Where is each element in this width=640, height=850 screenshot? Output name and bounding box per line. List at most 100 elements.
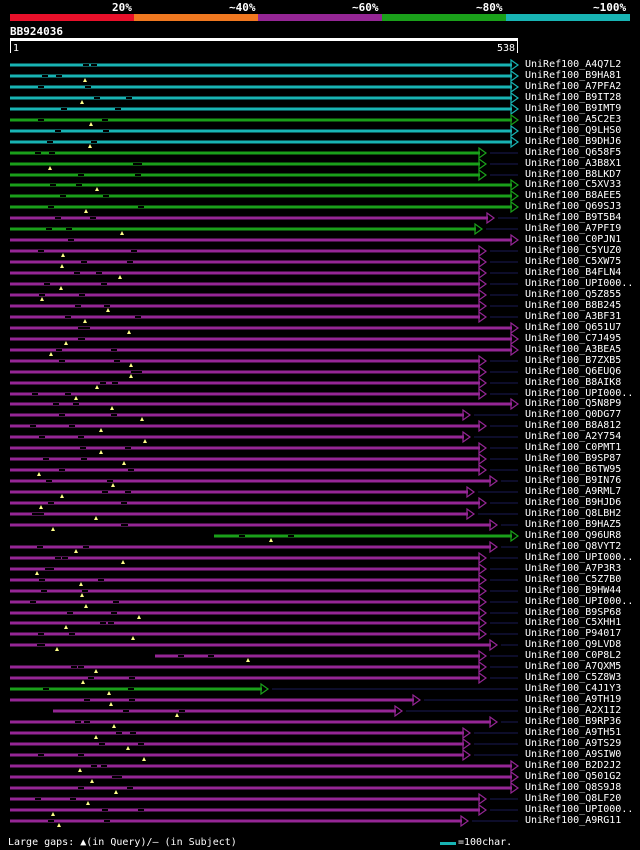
hit-name[interactable]: UniRef100_A9SIW0 <box>525 749 622 760</box>
hit-name[interactable]: UniRef100_Q9LHS0 <box>525 125 622 136</box>
hit-name[interactable]: UniRef100_C5YUZ0 <box>525 245 622 256</box>
hit-name[interactable]: UniRef100_A3B8X1 <box>525 158 622 169</box>
hit-name[interactable]: UniRef100_B9IN76 <box>525 475 622 486</box>
hit-name[interactable]: UniRef100_UPI000.. <box>525 596 634 607</box>
hit-name[interactable]: UniRef100_A3BEA5 <box>525 344 622 355</box>
hit-name[interactable]: UniRef100_A7QXM5 <box>525 661 622 672</box>
hit-name[interactable]: UniRef100_A5C2E3 <box>525 114 622 125</box>
hit-name[interactable]: UniRef100_C7J495 <box>525 333 622 344</box>
hit-name[interactable]: UniRef100_B6TW95 <box>525 464 622 475</box>
query-gap-icon <box>129 374 133 378</box>
subject-gap <box>39 579 45 581</box>
hit-name[interactable]: UniRef100_A2X1I2 <box>525 705 622 716</box>
hit-name[interactable]: UniRef100_Q6EUQ6 <box>525 366 622 377</box>
hit-name[interactable]: UniRef100_A9TH51 <box>525 727 622 738</box>
hit-name[interactable]: UniRef100_B9DHJ6 <box>525 136 622 147</box>
subject-gap <box>138 743 144 745</box>
hit-name[interactable]: UniRef100_Q69SJ3 <box>525 201 622 212</box>
query-gap-icon <box>88 144 92 148</box>
hit-name[interactable]: UniRef100_B2D2J2 <box>525 760 622 771</box>
hit-arrow-icon <box>510 397 520 411</box>
hit-name[interactable]: UniRef100_B9HW44 <box>525 585 622 596</box>
hit-arrow-icon <box>478 419 488 433</box>
hit-name[interactable]: UniRef100_B8B245 <box>525 300 622 311</box>
hit-name[interactable]: UniRef100_B9HAZ5 <box>525 519 622 530</box>
hit-name[interactable]: UniRef100_C0PJN1 <box>525 234 622 245</box>
hit-name[interactable]: UniRef100_B4FLN4 <box>525 267 622 278</box>
hit-name[interactable]: UniRef100_UPI000.. <box>525 552 634 563</box>
hit-name[interactable]: UniRef100_B9IMT9 <box>525 103 622 114</box>
query-gap-icon <box>110 406 114 410</box>
subject-gap <box>84 699 90 701</box>
subject-gap <box>179 710 185 712</box>
hit-name[interactable]: UniRef100_UPI000.. <box>525 278 634 289</box>
hit-name[interactable]: UniRef100_C5XHH1 <box>525 617 622 628</box>
hit-name[interactable]: UniRef100_B8A812 <box>525 420 622 431</box>
hit-name[interactable]: UniRef100_B9IT28 <box>525 92 622 103</box>
hit-name[interactable]: UniRef100_Q9LVD8 <box>525 639 622 650</box>
hit-arrow-icon <box>489 715 499 729</box>
hit-arrow-icon <box>478 310 488 324</box>
hit-name[interactable]: UniRef100_A2Y754 <box>525 431 622 442</box>
query-gap-icon <box>59 286 63 290</box>
hit-name[interactable]: UniRef100_UPI000.. <box>525 804 634 815</box>
hit-arrow-icon <box>510 321 520 335</box>
hit-name[interactable]: UniRef100_A9TS29 <box>525 738 622 749</box>
hit-name[interactable]: UniRef100_A7PFA2 <box>525 81 622 92</box>
hit-name[interactable]: UniRef100_Q658F5 <box>525 147 622 158</box>
hit-name[interactable]: UniRef100_B9SP87 <box>525 453 622 464</box>
hit-name[interactable]: UniRef100_Q0DG77 <box>525 409 622 420</box>
hit-name[interactable]: UniRef100_C5Z8W3 <box>525 672 622 683</box>
subject-gap <box>100 622 106 624</box>
hit-arrow-icon <box>510 58 520 72</box>
hit-name[interactable]: UniRef100_Q651U7 <box>525 322 622 333</box>
hit-name[interactable]: UniRef100_B9SP68 <box>525 607 622 618</box>
subject-gap <box>100 382 106 384</box>
hit-name[interactable]: UniRef100_Q8LF20 <box>525 793 622 804</box>
hit-name[interactable]: UniRef100_C4J1Y3 <box>525 683 622 694</box>
subject-gap <box>102 491 108 493</box>
hit-name[interactable]: UniRef100_B9HJD6 <box>525 497 622 508</box>
hit-name[interactable]: UniRef100_Q5Z855 <box>525 289 622 300</box>
hit-arrow-icon <box>489 540 499 554</box>
query-gap-icon <box>106 308 110 312</box>
query-gap-icon <box>55 647 59 651</box>
query-gap-icon <box>60 264 64 268</box>
hit-name[interactable]: UniRef100_C5Z7B0 <box>525 574 622 585</box>
subject-gap <box>78 787 84 789</box>
subject-gap <box>78 338 84 340</box>
hit-name[interactable]: UniRef100_B7ZXB5 <box>525 355 622 366</box>
hit-name[interactable]: UniRef100_B8LKD7 <box>525 169 622 180</box>
hit-name[interactable]: UniRef100_A9TH19 <box>525 694 622 705</box>
hit-name[interactable]: UniRef100_B9T5B4 <box>525 212 622 223</box>
query-bar <box>10 38 518 41</box>
hit-name[interactable]: UniRef100_A3BF31 <box>525 311 622 322</box>
hit-name[interactable]: UniRef100_B9HA81 <box>525 70 622 81</box>
hit-name[interactable]: UniRef100_B8AIK8 <box>525 377 622 388</box>
hit-name[interactable]: UniRef100_Q96UR8 <box>525 530 622 541</box>
query-gap-icon <box>120 231 124 235</box>
hit-name[interactable]: UniRef100_Q5N8P9 <box>525 398 622 409</box>
subject-gap <box>73 403 79 405</box>
query-start-tick <box>10 41 11 53</box>
hit-name[interactable]: UniRef100_Q8S9J8 <box>525 782 622 793</box>
hit-name[interactable]: UniRef100_UPI000.. <box>525 388 634 399</box>
hit-name[interactable]: UniRef100_A4Q7L2 <box>525 59 622 70</box>
hit-name[interactable]: UniRef100_A7PFI9 <box>525 223 622 234</box>
subject-gap <box>99 743 105 745</box>
hit-name[interactable]: UniRef100_B9RP36 <box>525 716 622 727</box>
hit-name[interactable]: UniRef100_C0PMT1 <box>525 442 622 453</box>
hit-name[interactable]: UniRef100_A9RG11 <box>525 815 622 826</box>
hit-name[interactable]: UniRef100_Q8LBH2 <box>525 508 622 519</box>
hit-name[interactable]: UniRef100_Q8VYT2 <box>525 541 622 552</box>
hit-name[interactable]: UniRef100_Q501G2 <box>525 771 622 782</box>
hit-name[interactable]: UniRef100_C0P8L2 <box>525 650 622 661</box>
hit-name[interactable]: UniRef100_C5XV33 <box>525 179 622 190</box>
hit-name[interactable]: UniRef100_A7P3R3 <box>525 563 622 574</box>
subject-gap <box>32 513 38 515</box>
hit-name[interactable]: UniRef100_B8AEE5 <box>525 190 622 201</box>
hit-name[interactable]: UniRef100_P94017 <box>525 628 622 639</box>
hit-name[interactable]: UniRef100_C5XW75 <box>525 256 622 267</box>
hit-arrow-icon <box>478 255 488 269</box>
hit-name[interactable]: UniRef100_A9RML7 <box>525 486 622 497</box>
